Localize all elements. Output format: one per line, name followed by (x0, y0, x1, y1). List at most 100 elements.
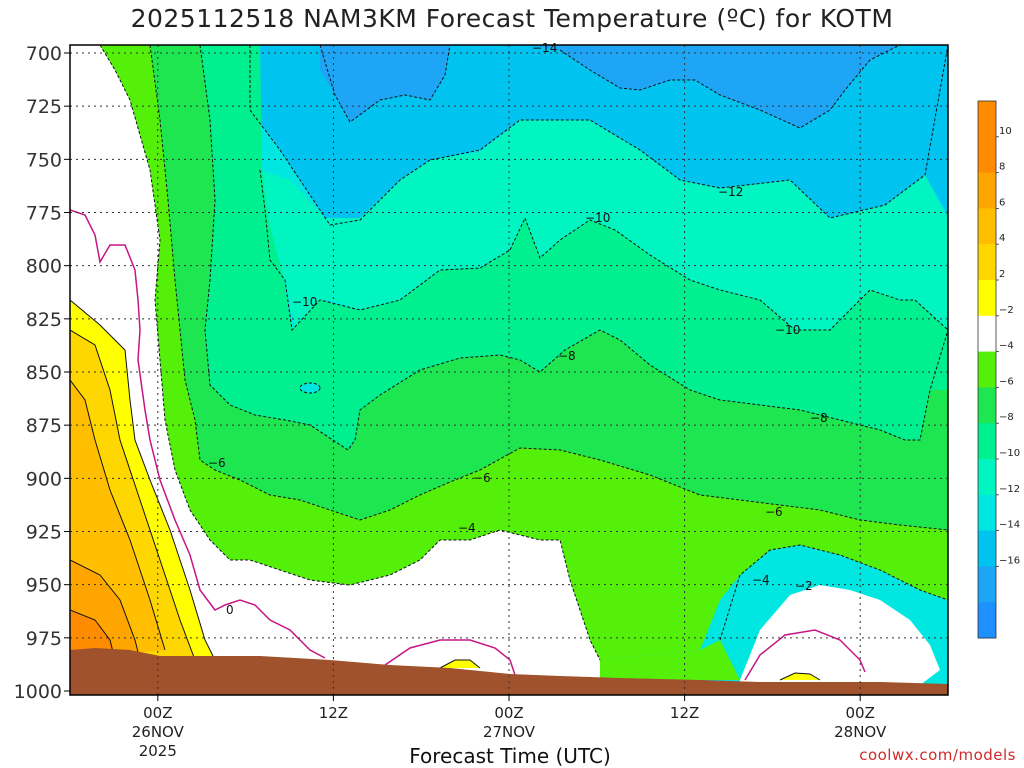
contour-minus-14 (249, 45, 948, 226)
positive-contours (70, 299, 821, 681)
contour-minus-8 (149, 45, 948, 531)
colorbar-label: −14 (999, 520, 1020, 531)
colorbar-label: 2 (999, 269, 1005, 280)
x-tick-label: 26NOV (132, 723, 185, 741)
label-minus-6-c: −6 (765, 505, 783, 519)
colorbar-swatch (978, 423, 996, 460)
contour-minus-16 (319, 45, 451, 123)
label-minus-6-a: −6 (208, 456, 226, 470)
colorbar-swatch (978, 244, 996, 281)
ground-terrain (70, 648, 948, 695)
colorbar-frame (977, 100, 997, 639)
colorbar-label: 4 (999, 233, 1005, 244)
zero-contours (70, 209, 866, 681)
contour-minus-16b (559, 45, 901, 129)
label-minus-4-b: −4 (752, 573, 770, 587)
colorbar-label: −2 (999, 305, 1014, 316)
x-tick-label: 00Z (846, 704, 875, 722)
x-tick-label: 00Z (494, 704, 523, 722)
contour-minus-12 (259, 169, 948, 332)
credit-link[interactable]: coolwx.com/models (859, 746, 1016, 764)
colorbar-swatch (978, 494, 996, 532)
label-minus-6-b: −6 (473, 471, 491, 485)
band-minus-8-fill (200, 45, 948, 450)
y-tick-label: 700 (26, 43, 62, 65)
warm-pocket-28nov (780, 673, 820, 680)
label-minus-4-a: −4 (458, 521, 476, 535)
small-contour-blob (299, 382, 321, 394)
y-tick-label: 925 (26, 522, 62, 544)
zero-line-main (70, 209, 326, 659)
colorbar-label: 10 (999, 126, 1012, 137)
negative-contours (99, 45, 948, 661)
x-axis-label: Forecast Time (UTC) (409, 744, 611, 768)
colorbar-label: −8 (999, 412, 1014, 423)
band-minus-4-lower-fill (600, 640, 740, 680)
contour-plus-6 (70, 379, 166, 651)
colorbar-label: −6 (999, 376, 1014, 387)
band-minus-6-fill (150, 45, 948, 530)
contour-minus-10 (199, 45, 948, 451)
x-tick-label: 2025 (139, 742, 177, 760)
contour-plus-8 (70, 559, 141, 661)
band-minus-4-fill (100, 45, 948, 660)
band-minus-16-fill (320, 45, 900, 128)
y-tick-label: 800 (26, 256, 62, 278)
x-tick-label: 12Z (670, 704, 699, 722)
colorbar-label: −10 (999, 448, 1020, 459)
y-tick-label: 975 (26, 628, 62, 650)
y-tick-label: 825 (26, 309, 62, 331)
y-tick-label: 725 (26, 96, 62, 118)
contour-fill-layer (70, 45, 948, 695)
x-tick-label: 27NOV (483, 723, 536, 741)
colorbar-swatch (978, 566, 996, 603)
label-minus-10-c: −10 (775, 323, 800, 337)
colorbar-label: 6 (999, 197, 1005, 208)
zero-line-27nov (384, 639, 516, 676)
label-zero: 0 (226, 603, 234, 617)
colorbar-swatch (978, 172, 996, 209)
x-tick-label: 12Z (319, 704, 348, 722)
label-minus-12: −12 (718, 185, 743, 199)
colorbar-swatch (978, 387, 996, 424)
y-tick-label: 1000 (14, 681, 62, 703)
colorbar-swatch (978, 280, 996, 317)
colorbar-swatch (978, 602, 996, 639)
grid-lines (70, 45, 948, 695)
zero-line-28nov (744, 629, 866, 681)
colorbar: 10 8 6 4 2 −2 −4 −6 −8 −10 −12 −14 −16 (977, 100, 1020, 639)
x-tick-label: 00Z (143, 704, 172, 722)
band-minus-10-fill (260, 120, 948, 330)
label-minus-10-b: −10 (292, 295, 317, 309)
contour-plus-2 (70, 299, 216, 661)
y-tick-label: 950 (26, 575, 62, 597)
label-minus-8-a: −8 (558, 349, 576, 363)
colorbar-swatch (978, 459, 996, 496)
label-minus-8-b: −8 (810, 411, 828, 425)
y-tick-label: 900 (26, 468, 62, 490)
label-minus-10-a: −10 (585, 211, 610, 225)
colorbar-swatch (978, 530, 996, 567)
y-tick-label: 775 (26, 203, 62, 225)
contour-plus-4 (70, 329, 196, 661)
band-plus-10-fill (70, 610, 115, 660)
colorbar-label: −4 (999, 341, 1014, 352)
x-tick-label: 28NOV (834, 723, 887, 741)
colorbar-swatch (978, 136, 996, 174)
colorbar-label: −12 (999, 484, 1020, 495)
warm-pocket-27nov (440, 660, 480, 668)
y-tick-label: 850 (26, 362, 62, 384)
y-tick-label: 875 (26, 415, 62, 437)
colorbar-swatch (978, 208, 996, 245)
colorbar-swatch (978, 315, 996, 353)
contour-plus-2c (779, 672, 821, 681)
label-minus-2: −2 (795, 579, 813, 593)
y-tick-label: 750 (26, 149, 62, 171)
colorbar-swatch (978, 101, 996, 138)
chart-title: 2025112518 NAM3KM Forecast Temperature (… (130, 4, 894, 33)
contour-minus-6 (99, 45, 601, 661)
colorbar-label: −16 (999, 555, 1020, 566)
